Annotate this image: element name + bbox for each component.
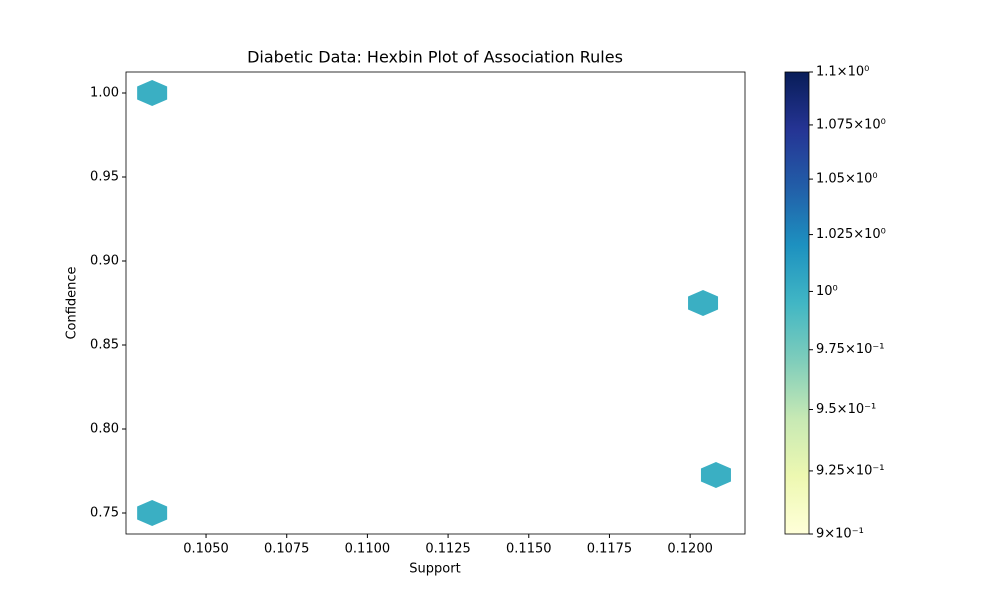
colorbar [784,71,810,535]
colorbar-tick-label: 9.75×10⁻¹ [816,342,884,357]
y-axis-label: Confidence [65,266,80,339]
x-tick-label: 0.1100 [345,542,391,557]
hexbin-cell [700,462,731,489]
colorbar-tick-label: 9.25×10⁻¹ [816,463,884,478]
x-tick-label: 0.1125 [425,542,471,557]
y-tick-label: 0.90 [90,254,119,269]
y-tick-label: 1.00 [90,86,119,101]
colorbar-tick-label: 9×10⁻¹ [816,527,864,542]
x-tick-label: 0.1075 [264,542,310,557]
colorbar-tick-label: 1.025×10⁰ [816,227,886,242]
chart-title: Diabetic Data: Hexbin Plot of Associatio… [247,48,623,67]
plot-area [125,71,746,535]
x-tick-label: 0.1150 [506,542,552,557]
x-tick-label: 0.1050 [183,542,229,557]
colorbar-tick-label: 1.1×10⁰ [816,65,869,80]
y-tick-label: 0.95 [90,170,119,185]
hexbin-cell [137,80,168,106]
y-tick-label: 0.80 [90,422,119,437]
colorbar-tick-label: 1.05×10⁰ [816,172,878,187]
y-tick-label: 0.85 [90,338,119,353]
colorbar-tick-label: 10⁰ [816,284,838,299]
colorbar-tick-label: 1.075×10⁰ [816,117,886,132]
x-axis-label: Support [409,562,460,577]
colorbar-tick-label: 9.5×10⁻¹ [816,402,876,417]
hexbin-cell [688,290,719,316]
x-tick-label: 0.1200 [667,542,713,557]
x-tick-label: 0.1175 [587,542,633,557]
y-tick-label: 0.75 [90,506,119,521]
hexbin-cell [137,500,168,526]
